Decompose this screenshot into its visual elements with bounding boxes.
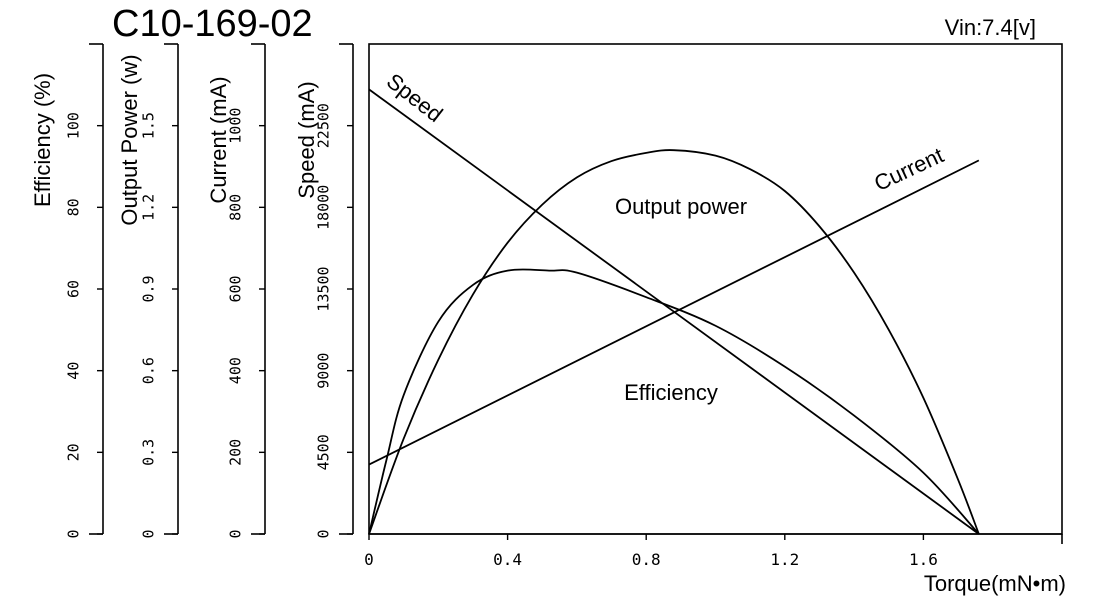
current-series-label: Current [870, 142, 947, 196]
current-tick-label: 400 [227, 357, 245, 384]
x-tick-label: 0.4 [493, 550, 522, 569]
power-tick-label: 1.5 [140, 112, 158, 139]
x-axis: 0 0.4 0.8 1.2 1.6 [364, 533, 1063, 569]
efficiency-tick-label: 0 [65, 529, 83, 538]
power-axis-title: Output Power (w) [117, 54, 142, 225]
output-power-series-line [368, 149, 980, 535]
speed-tick-label: 13500 [315, 266, 333, 311]
power-tick-label: 0 [140, 529, 158, 538]
efficiency-tick-label: 100 [65, 112, 83, 139]
x-tick-label: 1.6 [909, 550, 938, 569]
speed-tick-label: 4500 [315, 434, 333, 470]
current-tick-label: 800 [227, 194, 245, 221]
power-tick-label: 0.9 [140, 275, 158, 302]
speed-axis-title: Speed (mA) [294, 81, 319, 198]
current-tick-label: 600 [227, 275, 245, 302]
speed-tick-label: 22500 [315, 103, 333, 148]
power-tick-label: 0.6 [140, 357, 158, 384]
series-lines [368, 88, 980, 535]
power-tick-label: 0.3 [140, 439, 158, 466]
x-tick-label: 0.8 [632, 550, 661, 569]
speed-tick-label: 0 [315, 529, 333, 538]
speed-tick-label: 9000 [315, 353, 333, 389]
efficiency-tick-label: 60 [65, 280, 83, 298]
series-labels: Speed Current Output power Efficiency [382, 68, 947, 405]
y-axes: 0 20 40 60 80 100 Efficiency (%) 0 0.3 0.6 0.9 1.2 1… [30, 43, 354, 539]
voltage-label: Vin:7.4[v] [945, 15, 1036, 40]
speed-series-label: Speed [382, 68, 448, 127]
speed-tick-label: 18000 [315, 185, 333, 230]
output-power-series-label: Output power [615, 194, 747, 219]
efficiency-tick-label: 40 [65, 362, 83, 380]
current-tick-label: 200 [227, 439, 245, 466]
chart-title: C10-169-02 [112, 3, 313, 45]
current-series-line [368, 159, 980, 466]
efficiency-axis-title: Efficiency (%) [30, 73, 55, 207]
efficiency-tick-label: 20 [65, 443, 83, 461]
current-tick-label: 0 [227, 529, 245, 538]
efficiency-tick-label: 80 [65, 198, 83, 216]
plot-frame [368, 43, 1063, 535]
x-axis-title: Torque(mN•m) [924, 571, 1066, 596]
x-tick-label: 1.2 [770, 550, 799, 569]
power-tick-label: 1.2 [140, 194, 158, 221]
x-tick-label: 0 [364, 550, 374, 569]
efficiency-series-line [368, 268, 980, 535]
efficiency-series-label: Efficiency [624, 380, 718, 405]
current-axis-title: Current (mA) [206, 76, 231, 203]
current-tick-label: 1000 [227, 108, 245, 144]
